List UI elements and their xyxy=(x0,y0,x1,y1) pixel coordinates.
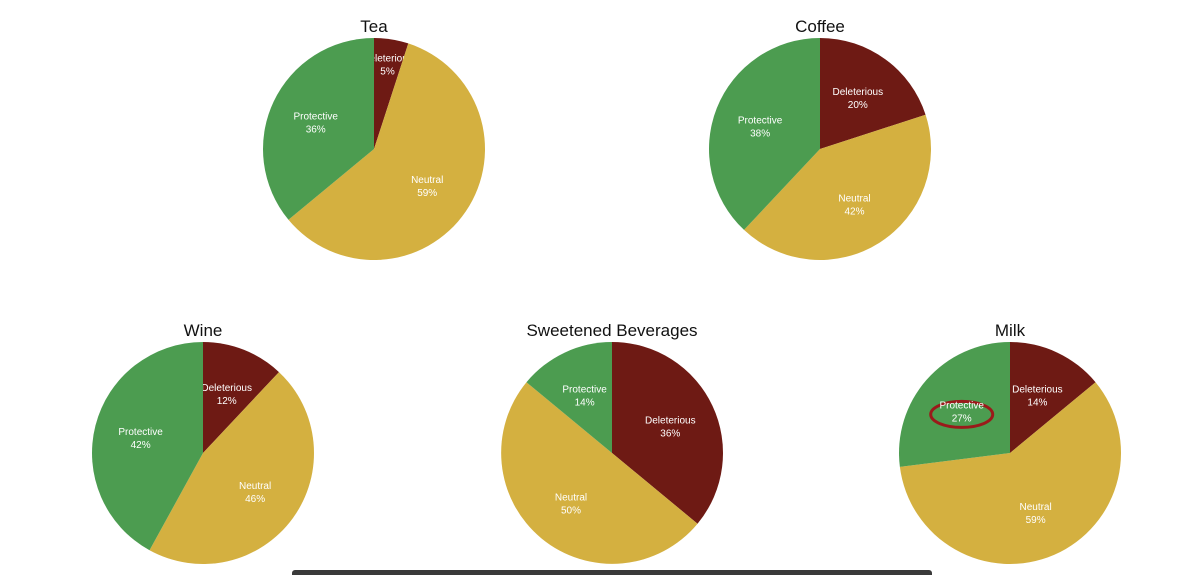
slice-label-milk-neutral: Neutral xyxy=(1019,502,1051,513)
slice-label-tea-deleterious: Deleterious xyxy=(362,54,413,65)
pie-slice-wine-deleterious xyxy=(203,342,279,453)
slice-value-sweetened-beverages-neutral: 50% xyxy=(561,506,581,517)
pie-slice-milk-protective xyxy=(899,342,1010,467)
slice-label-sweetened-beverages-neutral: Neutral xyxy=(555,493,587,504)
slice-label-coffee-protective: Protective xyxy=(738,115,783,126)
slice-value-tea-protective: 36% xyxy=(306,125,326,136)
pie-slice-tea-protective xyxy=(263,38,374,220)
slice-value-tea-deleterious: 5% xyxy=(380,67,395,78)
slice-label-milk-deleterious: Deleterious xyxy=(1012,385,1063,396)
chart-title-wine: Wine xyxy=(184,321,223,340)
slice-value-wine-protective: 42% xyxy=(131,440,151,451)
chart-title-coffee: Coffee xyxy=(795,17,845,36)
slice-label-milk-protective: Protective xyxy=(939,400,984,411)
pie-slice-coffee-neutral xyxy=(744,114,932,261)
pie-slice-coffee-protective xyxy=(708,38,820,230)
pie-chart-milk: Milk Deleterious 14% Neutral 59% Protective 27… xyxy=(899,321,1122,565)
slice-label-wine-neutral: Neutral xyxy=(239,481,271,492)
pie-slice-milk-deleterious xyxy=(1010,342,1096,453)
video-control-bar xyxy=(292,570,932,575)
slice-label-tea-protective: Protective xyxy=(293,112,338,123)
pie-slice-sweetened-beverages-neutral xyxy=(501,382,698,564)
slice-label-wine-protective: Protective xyxy=(118,427,163,438)
slice-value-tea-neutral: 59% xyxy=(417,188,437,199)
pie-slice-sweetened-beverages-deleterious xyxy=(612,342,723,524)
pie-slice-tea-deleterious xyxy=(374,38,409,149)
chart-title-milk: Milk xyxy=(995,321,1026,340)
slice-label-tea-neutral: Neutral xyxy=(411,175,443,186)
slice-value-coffee-neutral: 42% xyxy=(844,206,864,217)
pie-slice-coffee-deleterious xyxy=(820,38,926,149)
slice-value-coffee-deleterious: 20% xyxy=(848,100,868,111)
slice-value-sweetened-beverages-deleterious: 36% xyxy=(660,429,680,440)
chart-title-tea: Tea xyxy=(360,17,388,36)
slice-value-wine-deleterious: 12% xyxy=(217,396,237,407)
pie-slice-wine-neutral xyxy=(149,372,314,564)
slice-label-coffee-neutral: Neutral xyxy=(838,193,870,204)
slice-label-sweetened-beverages-deleterious: Deleterious xyxy=(645,416,696,427)
slice-value-milk-protective: 27% xyxy=(952,413,972,424)
pie-chart-sweetened-beverages: Sweetened Beverages Deleterious 36% Neutral… xyxy=(501,321,723,564)
pie-chart-coffee: Coffee Deleterious 20% Neutral 42% Protective… xyxy=(708,17,932,261)
slice-value-sweetened-beverages-protective: 14% xyxy=(575,398,595,409)
chart-title-sweetened-beverages: Sweetened Beverages xyxy=(526,321,697,340)
pie-slice-wine-protective xyxy=(92,342,203,551)
slice-label-sweetened-beverages-protective: Protective xyxy=(562,385,607,396)
slice-value-coffee-protective: 38% xyxy=(750,128,770,139)
slice-value-milk-neutral: 59% xyxy=(1026,515,1046,526)
slice-value-milk-deleterious: 14% xyxy=(1027,398,1047,409)
pie-chart-tea: Tea Deleterious 5% Neutral 59% Protective 36% xyxy=(263,17,485,260)
pie-slice-sweetened-beverages-protective xyxy=(526,342,612,453)
slice-label-coffee-deleterious: Deleterious xyxy=(833,87,884,98)
highlight-circle xyxy=(929,399,995,429)
slice-label-wine-deleterious: Deleterious xyxy=(201,383,252,394)
slice-value-wine-neutral: 46% xyxy=(245,494,265,505)
pie-slice-tea-neutral xyxy=(288,43,485,260)
pie-chart-wine: Wine Deleterious 12% Neutral 46% Protective 42… xyxy=(92,321,314,564)
pie-slice-milk-neutral xyxy=(899,382,1122,565)
